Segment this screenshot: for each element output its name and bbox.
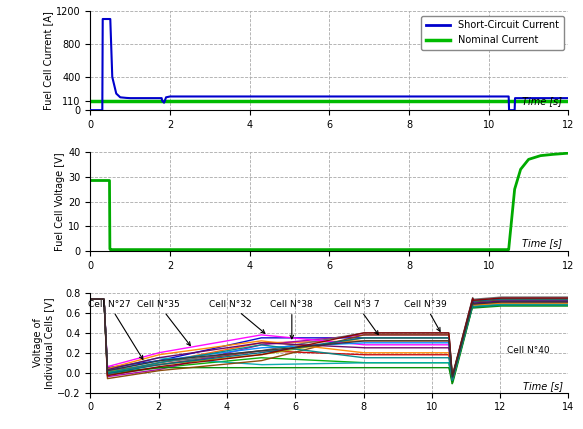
Text: Cell N°32: Cell N°32: [209, 300, 265, 333]
Legend: Short-Circuit Current, Nominal Current: Short-Circuit Current, Nominal Current: [421, 15, 564, 50]
Text: Cell N°3 7: Cell N°3 7: [334, 300, 380, 335]
Text: Time [s]: Time [s]: [522, 238, 563, 248]
Text: Cell N°40: Cell N°40: [507, 346, 550, 355]
Text: Cell N°35: Cell N°35: [137, 300, 190, 346]
Text: Time [s]: Time [s]: [524, 381, 563, 391]
Text: Cell N°39: Cell N°39: [403, 300, 447, 331]
Text: Cell N°27: Cell N°27: [88, 300, 143, 359]
Y-axis label: Voltage of
Individual Cells [V]: Voltage of Individual Cells [V]: [33, 297, 54, 389]
Y-axis label: Fuel Cell Voltage [V]: Fuel Cell Voltage [V]: [55, 152, 65, 251]
Text: Time [s]: Time [s]: [522, 96, 563, 106]
Y-axis label: Fuel Cell Current [A]: Fuel Cell Current [A]: [43, 11, 53, 110]
Text: Cell N°38: Cell N°38: [271, 300, 313, 339]
